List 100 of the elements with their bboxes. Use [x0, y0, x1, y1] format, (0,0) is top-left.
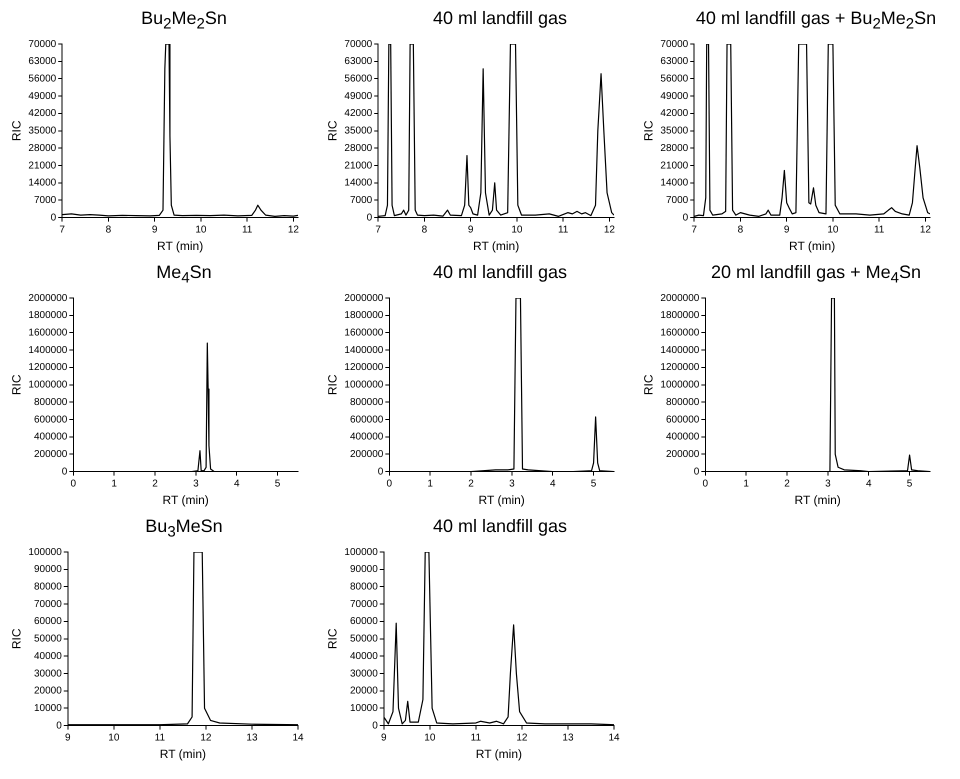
y-axis-title: RIC	[326, 374, 340, 396]
y-tick-label: 10000	[34, 702, 62, 714]
x-tick-label: 9	[152, 224, 158, 236]
chart-title: 20 ml landfill gas + Me$_{4}$Sn	[710, 262, 922, 289]
y-tick-label: 49000	[344, 90, 373, 102]
chart-title: Bu$_{2}$Me$_{2}$Sn	[140, 8, 228, 35]
x-axis-title: RT (min)	[162, 493, 209, 508]
y-tick-label: 14000	[660, 178, 689, 189]
y-tick-label: 7000	[34, 194, 57, 206]
y-tick-label: 400000	[666, 432, 700, 443]
y-tick-label: 35000	[28, 126, 57, 137]
y-tick-label: 800000	[34, 396, 68, 408]
y-tick-label: 35000	[344, 126, 373, 137]
x-tick-label: 12	[604, 224, 616, 236]
y-tick-label: 1200000	[660, 362, 700, 374]
y-tick-label: 800000	[350, 396, 384, 408]
x-axis-title: RT (min)	[478, 493, 525, 508]
y-axis-title: RIC	[10, 374, 24, 396]
y-tick-label: 200000	[34, 448, 68, 460]
x-tick-label: 9	[64, 732, 71, 744]
y-tick-label: 100000	[344, 546, 378, 558]
y-axis-title: RIC	[10, 628, 24, 650]
y-tick-label: 20000	[34, 686, 62, 697]
y-tick-label: 0	[378, 466, 384, 478]
y-tick-label: 400000	[350, 432, 384, 443]
x-tick-label: 10	[424, 732, 436, 744]
x-tick-label: 11	[558, 224, 569, 236]
y-tick-label: 1600000	[660, 327, 700, 338]
y-tick-label: 42000	[344, 108, 373, 120]
y-tick-label: 2000000	[344, 292, 384, 304]
chart-title: 40 ml landfill gas + Bu$_{2}$Me$_{2}$Sn	[694, 8, 938, 35]
x-tick-label: 7	[59, 224, 66, 236]
y-tick-label: 600000	[34, 414, 68, 426]
y-tick-label: 1200000	[28, 362, 68, 374]
y-tick-label: 49000	[660, 90, 689, 102]
x-axis-title: RT (min)	[156, 239, 204, 254]
x-tick-label: 11	[242, 224, 253, 236]
x-tick-label: 5	[906, 478, 913, 490]
x-tick-label: 2	[152, 478, 158, 490]
chart-title: 40 ml landfill gas	[432, 8, 568, 30]
y-tick-label: 7000	[350, 194, 373, 206]
x-tick-label: 11	[154, 732, 166, 744]
y-axis-title: RIC	[326, 120, 340, 142]
y-tick-label: 800000	[666, 396, 700, 408]
y-axis-title: RIC	[10, 120, 24, 142]
x-tick-label: 10	[195, 224, 207, 236]
y-tick-label: 30000	[34, 668, 62, 680]
y-tick-label: 70000	[344, 38, 373, 50]
x-tick-label: 9	[784, 224, 790, 236]
y-tick-label: 50000	[34, 634, 62, 645]
y-tick-label: 1000000	[28, 380, 68, 391]
y-tick-label: 1000000	[660, 380, 700, 391]
y-tick-label: 600000	[666, 414, 700, 426]
y-axis-title: RIC	[642, 120, 656, 142]
x-tick-label: 8	[106, 224, 112, 236]
y-tick-label: 63000	[28, 56, 57, 68]
y-tick-label: 7000	[666, 194, 689, 206]
chart-title: Me$_{4}$Sn	[155, 262, 213, 289]
y-tick-label: 70000	[28, 38, 57, 50]
y-tick-label: 21000	[660, 160, 689, 172]
x-tick-label: 7	[375, 224, 382, 236]
y-tick-label: 70000	[660, 38, 689, 50]
x-tick-label: 3	[509, 478, 516, 490]
x-tick-label: 2	[784, 478, 790, 490]
x-tick-label: 1	[111, 478, 118, 490]
y-tick-label: 1800000	[344, 310, 384, 322]
x-tick-label: 0	[702, 478, 709, 490]
x-tick-label: 12	[920, 224, 932, 236]
y-tick-label: 10000	[350, 702, 378, 714]
x-tick-label: 12	[288, 224, 300, 236]
y-tick-label: 90000	[350, 564, 378, 576]
y-tick-label: 1400000	[28, 344, 68, 356]
y-tick-label: 80000	[350, 581, 378, 592]
x-tick-label: 3	[825, 478, 832, 490]
y-tick-label: 1200000	[344, 362, 384, 374]
x-tick-label: 12	[516, 732, 528, 744]
x-tick-label: 0	[70, 478, 77, 490]
x-tick-label: 12	[200, 732, 212, 744]
y-tick-label: 56000	[660, 73, 689, 84]
y-tick-label: 40000	[350, 650, 378, 662]
x-tick-label: 3	[193, 478, 200, 490]
x-tick-label: 11	[874, 224, 885, 236]
y-tick-label: 60000	[34, 616, 62, 628]
y-tick-label: 63000	[344, 56, 373, 68]
y-tick-label: 0	[372, 720, 378, 732]
x-tick-label: 4	[234, 478, 240, 490]
x-tick-label: 7	[691, 224, 698, 236]
x-tick-label: 14	[292, 732, 304, 744]
y-tick-label: 20000	[350, 686, 378, 697]
y-tick-label: 600000	[350, 414, 384, 426]
y-tick-label: 0	[56, 720, 62, 732]
y-tick-label: 80000	[34, 581, 62, 592]
y-tick-label: 1400000	[344, 344, 384, 356]
y-tick-label: 30000	[350, 668, 378, 680]
y-tick-label: 70000	[350, 598, 378, 610]
x-tick-label: 10	[827, 224, 839, 236]
y-tick-label: 21000	[28, 160, 57, 172]
x-tick-label: 9	[468, 224, 474, 236]
y-tick-label: 200000	[666, 448, 700, 460]
y-tick-label: 60000	[350, 616, 378, 628]
